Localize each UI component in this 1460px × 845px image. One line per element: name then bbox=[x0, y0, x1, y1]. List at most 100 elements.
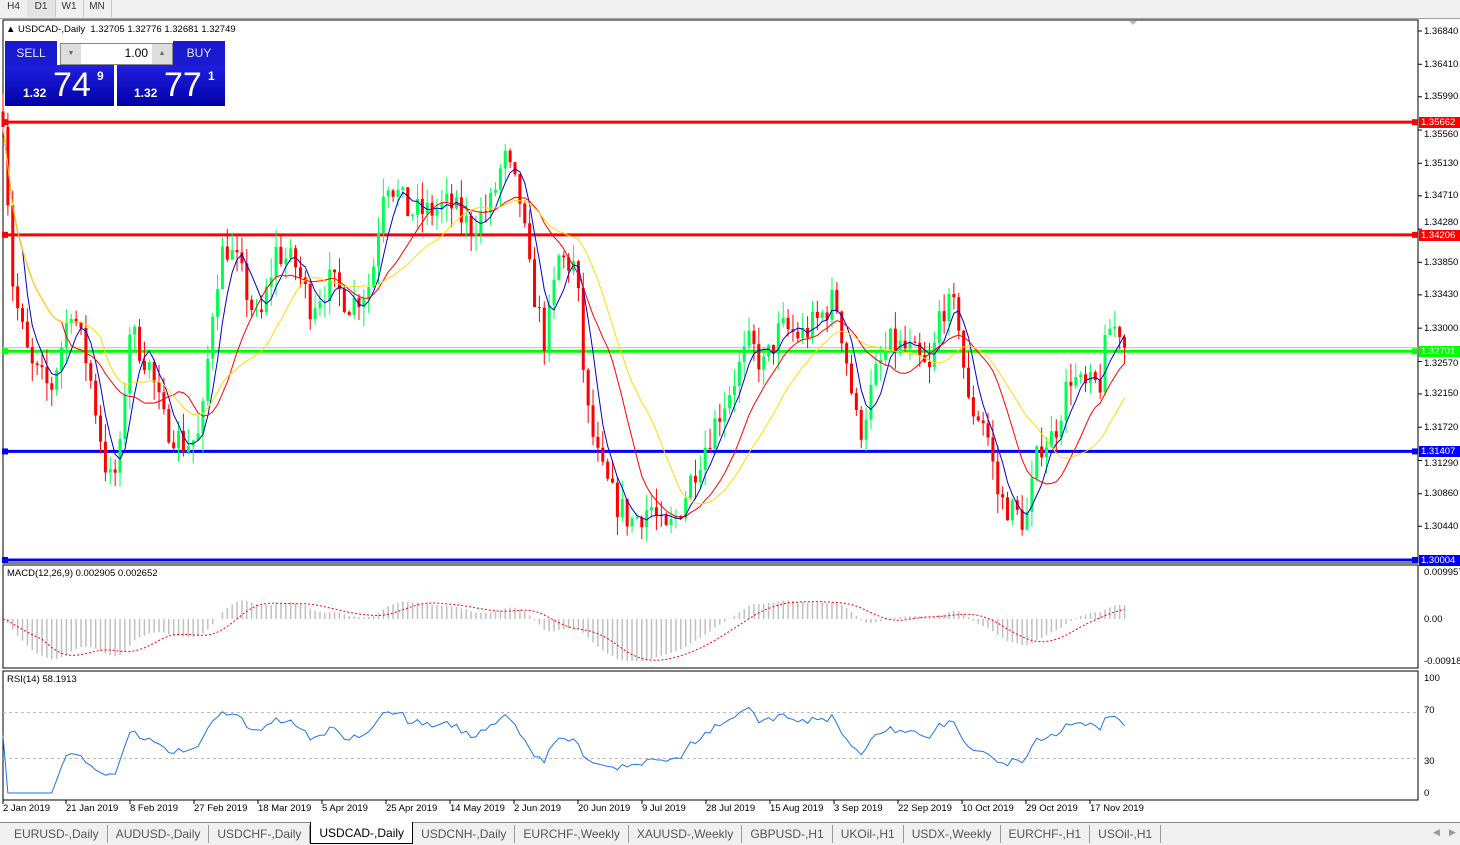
candle-body bbox=[40, 365, 44, 368]
timeframe-mn[interactable]: MN bbox=[83, 0, 112, 17]
candle-body bbox=[494, 189, 498, 193]
price-axis-label: 1.34710 bbox=[1424, 190, 1459, 202]
candle-body bbox=[240, 252, 244, 264]
candle-body bbox=[16, 286, 20, 309]
candle-body bbox=[762, 356, 766, 370]
timeframe-d1[interactable]: D1 bbox=[27, 0, 56, 17]
tab-gbpusd-h1[interactable]: GBPUSD-,H1 bbox=[742, 825, 833, 843]
lot-increase-icon[interactable]: ▲ bbox=[152, 44, 172, 64]
buy-price-fraction: 1 bbox=[208, 69, 215, 83]
candle-body bbox=[547, 304, 551, 351]
candle-body bbox=[869, 384, 873, 420]
lot-decrease-icon[interactable]: ▼ bbox=[61, 44, 81, 64]
candle-body bbox=[103, 441, 107, 473]
candle-body bbox=[157, 381, 161, 393]
price-axis-label: 1.30860 bbox=[1424, 488, 1459, 500]
tabs-scroll-left-icon[interactable]: ◀ bbox=[1433, 827, 1440, 837]
level-handle bbox=[2, 448, 8, 455]
candle-body bbox=[376, 232, 380, 267]
candle-body bbox=[484, 211, 488, 213]
collapse-triangle-icon[interactable]: ▲ bbox=[6, 24, 16, 35]
candle-body bbox=[172, 442, 176, 449]
candle-body bbox=[250, 299, 254, 310]
price-axis-label: 1.36840 bbox=[1424, 25, 1459, 37]
sell-button[interactable]: SELL bbox=[5, 41, 57, 66]
candle-body bbox=[464, 215, 468, 223]
candle-body bbox=[108, 469, 112, 473]
tab-usdcnh-daily[interactable]: USDCNH-,Daily bbox=[413, 825, 516, 843]
candle-body bbox=[235, 250, 239, 253]
candle-body bbox=[35, 363, 39, 366]
candle-body bbox=[615, 482, 619, 517]
tabs-scroll-right-icon[interactable]: ▶ bbox=[1449, 827, 1456, 837]
level-price-tag: 1.35662 bbox=[1419, 117, 1460, 129]
candle-body bbox=[713, 418, 717, 449]
candle-body bbox=[84, 327, 88, 364]
buy-button[interactable]: BUY bbox=[173, 41, 225, 66]
price-axis-label: 1.31720 bbox=[1424, 421, 1459, 433]
symbol-title: USDCAD-,Daily bbox=[18, 24, 86, 35]
level-handle bbox=[2, 348, 8, 355]
timeframe-w1[interactable]: W1 bbox=[55, 0, 84, 17]
date-axis-label: 17 Nov 2019 bbox=[1090, 803, 1144, 814]
candle-body bbox=[128, 334, 132, 394]
candle-body bbox=[303, 277, 307, 285]
tab-usdx-weekly[interactable]: USDX-,Weekly bbox=[904, 825, 1001, 843]
candle-body bbox=[216, 289, 220, 317]
candle-body bbox=[60, 347, 64, 371]
candle-body bbox=[937, 311, 941, 343]
candle-body bbox=[99, 415, 103, 442]
main-pane bbox=[2, 19, 1419, 564]
candle-body bbox=[679, 516, 683, 519]
lot-value[interactable]: 1.00 bbox=[124, 46, 148, 60]
candle-body bbox=[659, 515, 663, 517]
level-handle bbox=[1412, 119, 1418, 126]
macd-indicator bbox=[2, 600, 1126, 661]
candle-body bbox=[957, 297, 961, 331]
candle-body bbox=[1025, 511, 1029, 530]
candle-body bbox=[147, 362, 151, 371]
tab-usoil-h1[interactable]: USOil-,H1 bbox=[1090, 825, 1162, 843]
tab-audusd-daily[interactable]: AUDUSD-,Daily bbox=[108, 825, 210, 843]
level-handle bbox=[1412, 348, 1418, 355]
candle-body bbox=[698, 470, 702, 483]
candle-body bbox=[689, 475, 693, 498]
candle-body bbox=[1049, 431, 1053, 448]
macd-signal-line bbox=[2, 601, 1125, 661]
candle-body bbox=[89, 363, 93, 381]
price-axis-label: 1.33000 bbox=[1424, 322, 1459, 334]
candle-body bbox=[45, 367, 49, 384]
date-axis-label: 28 Jul 2019 bbox=[706, 803, 756, 814]
tab-usdchf-daily[interactable]: USDCHF-,Daily bbox=[209, 825, 311, 843]
price-axis-label: 1.35560 bbox=[1424, 129, 1459, 141]
candle-body bbox=[138, 326, 142, 361]
candle-body bbox=[893, 328, 897, 352]
candle-body bbox=[11, 205, 15, 287]
buy-price-prefix: 1.32 bbox=[134, 86, 158, 100]
candle-body bbox=[415, 198, 419, 215]
tab-eurchf-weekly[interactable]: EURCHF-,Weekly bbox=[515, 825, 629, 843]
candle-body bbox=[318, 301, 322, 309]
sell-price[interactable]: 1.32 74 9 bbox=[5, 65, 114, 106]
tab-xauusd-weekly[interactable]: XAUUSD-,Weekly bbox=[629, 825, 743, 843]
candle-body bbox=[796, 331, 800, 339]
candle-body bbox=[1069, 381, 1073, 386]
candle-body bbox=[1098, 379, 1102, 393]
candle-body bbox=[840, 311, 844, 344]
lot-size-input[interactable]: ▼ 1.00 ▲ bbox=[60, 43, 173, 65]
candle-body bbox=[206, 358, 210, 401]
tab-eurchf-h1[interactable]: EURCHF-,H1 bbox=[1001, 825, 1091, 843]
candle-body bbox=[489, 192, 493, 212]
tab-eurusd-daily[interactable]: EURUSD-,Daily bbox=[6, 825, 108, 843]
candle-body bbox=[1064, 381, 1068, 421]
tab-usdcad-daily[interactable]: USDCAD-,Daily bbox=[310, 822, 414, 844]
rsi-axis-100: 100 bbox=[1424, 673, 1440, 684]
candle-body bbox=[386, 190, 390, 197]
candle-body bbox=[625, 499, 629, 527]
candle-body bbox=[971, 397, 975, 417]
candle-body bbox=[684, 497, 688, 519]
candle-body bbox=[167, 409, 171, 443]
tab-ukoil-h1[interactable]: UKOil-,H1 bbox=[833, 825, 904, 843]
buy-price[interactable]: 1.32 77 1 bbox=[117, 65, 225, 106]
